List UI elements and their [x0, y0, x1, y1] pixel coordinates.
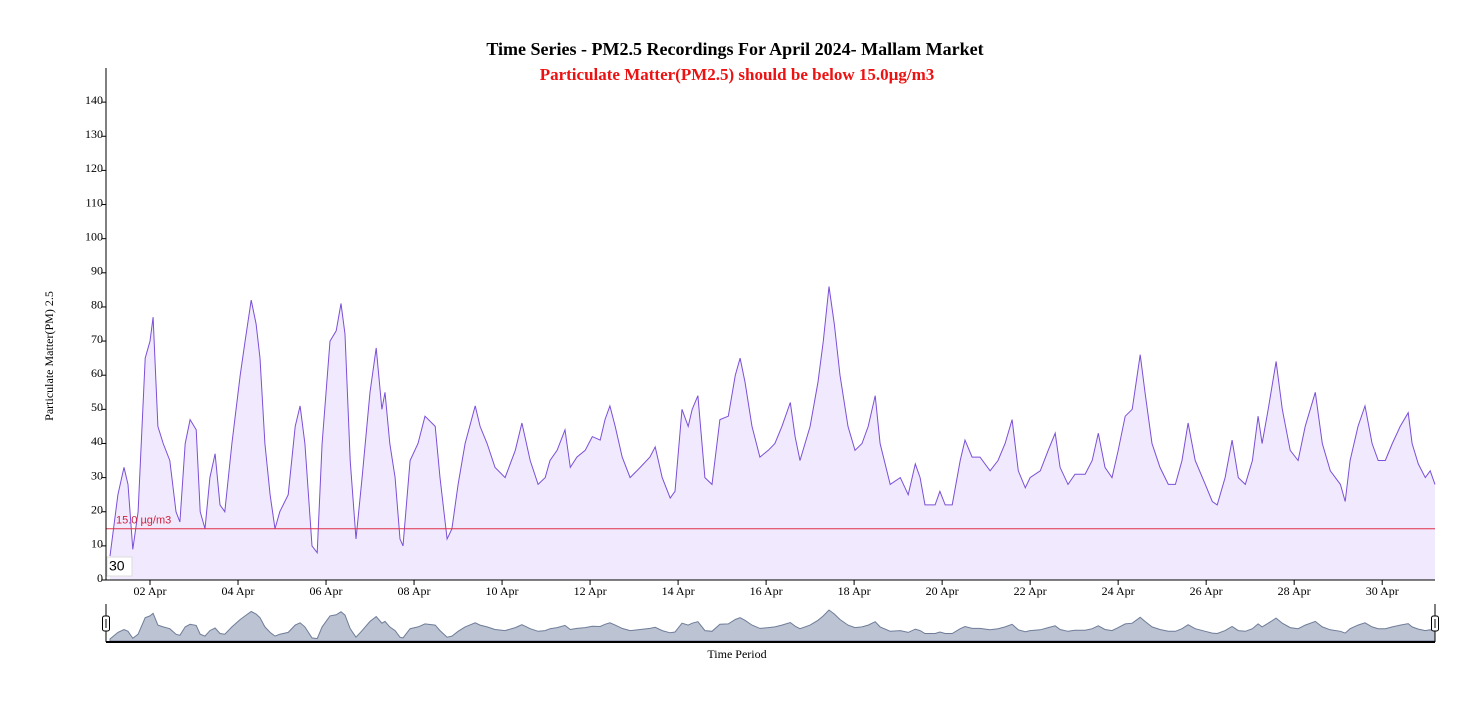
y-tick-label: 50	[91, 400, 103, 414]
x-tick-label: 10 Apr	[486, 584, 519, 598]
y-tick-label: 0	[97, 571, 103, 585]
x-tick-label: 14 Apr	[662, 584, 695, 598]
y-axis-label: Particulate Matter(PM) 2.5	[42, 291, 56, 421]
annotation-box	[106, 556, 133, 577]
y-tick-label: 10	[91, 537, 103, 551]
x-tick-label: 04 Apr	[222, 584, 255, 598]
x-axis-label: Time Period	[707, 647, 766, 661]
x-tick-label: 12 Apr	[574, 584, 607, 598]
threshold-label: 15.0 µg/m3	[116, 515, 171, 527]
y-tick-label: 90	[91, 264, 103, 278]
y-tick-label: 70	[91, 332, 103, 346]
y-tick-label: 20	[91, 502, 103, 516]
chart-title: Time Series - PM2.5 Recordings For April…	[486, 39, 983, 59]
y-tick-label: 140	[85, 93, 103, 107]
y-tick-label: 120	[85, 161, 103, 175]
x-tick-label: 22 Apr	[1014, 584, 1047, 598]
x-tick-label: 30 Apr	[1366, 584, 1399, 598]
area	[110, 286, 1435, 580]
y-tick-label: 110	[85, 195, 103, 209]
chart-subtitle: Particulate Matter(PM2.5) should be belo…	[540, 65, 935, 84]
y-tick-label: 100	[85, 229, 103, 243]
x-tick-label: 06 Apr	[310, 584, 343, 598]
x-tick-label: 28 Apr	[1278, 584, 1311, 598]
y-tick-label: 80	[91, 298, 103, 312]
y-tick-label: 60	[91, 366, 103, 380]
x-tick-label: 24 Apr	[1102, 584, 1135, 598]
y-tick-label: 30	[91, 468, 103, 482]
x-tick-label: 18 Apr	[838, 584, 871, 598]
annotation: 30	[109, 558, 125, 574]
line	[109, 286, 1436, 557]
x-tick-label: 26 Apr	[1190, 584, 1223, 598]
x-tick-label: 20 Apr	[926, 584, 959, 598]
navigator-area	[109, 609, 1436, 642]
x-tick-label: 16 Apr	[750, 584, 783, 598]
y-tick-label: 130	[85, 127, 103, 141]
x-tick-label: 08 Apr	[398, 584, 431, 598]
x-tick-label: 02 Apr	[134, 584, 167, 598]
y-tick-label: 40	[91, 434, 103, 448]
